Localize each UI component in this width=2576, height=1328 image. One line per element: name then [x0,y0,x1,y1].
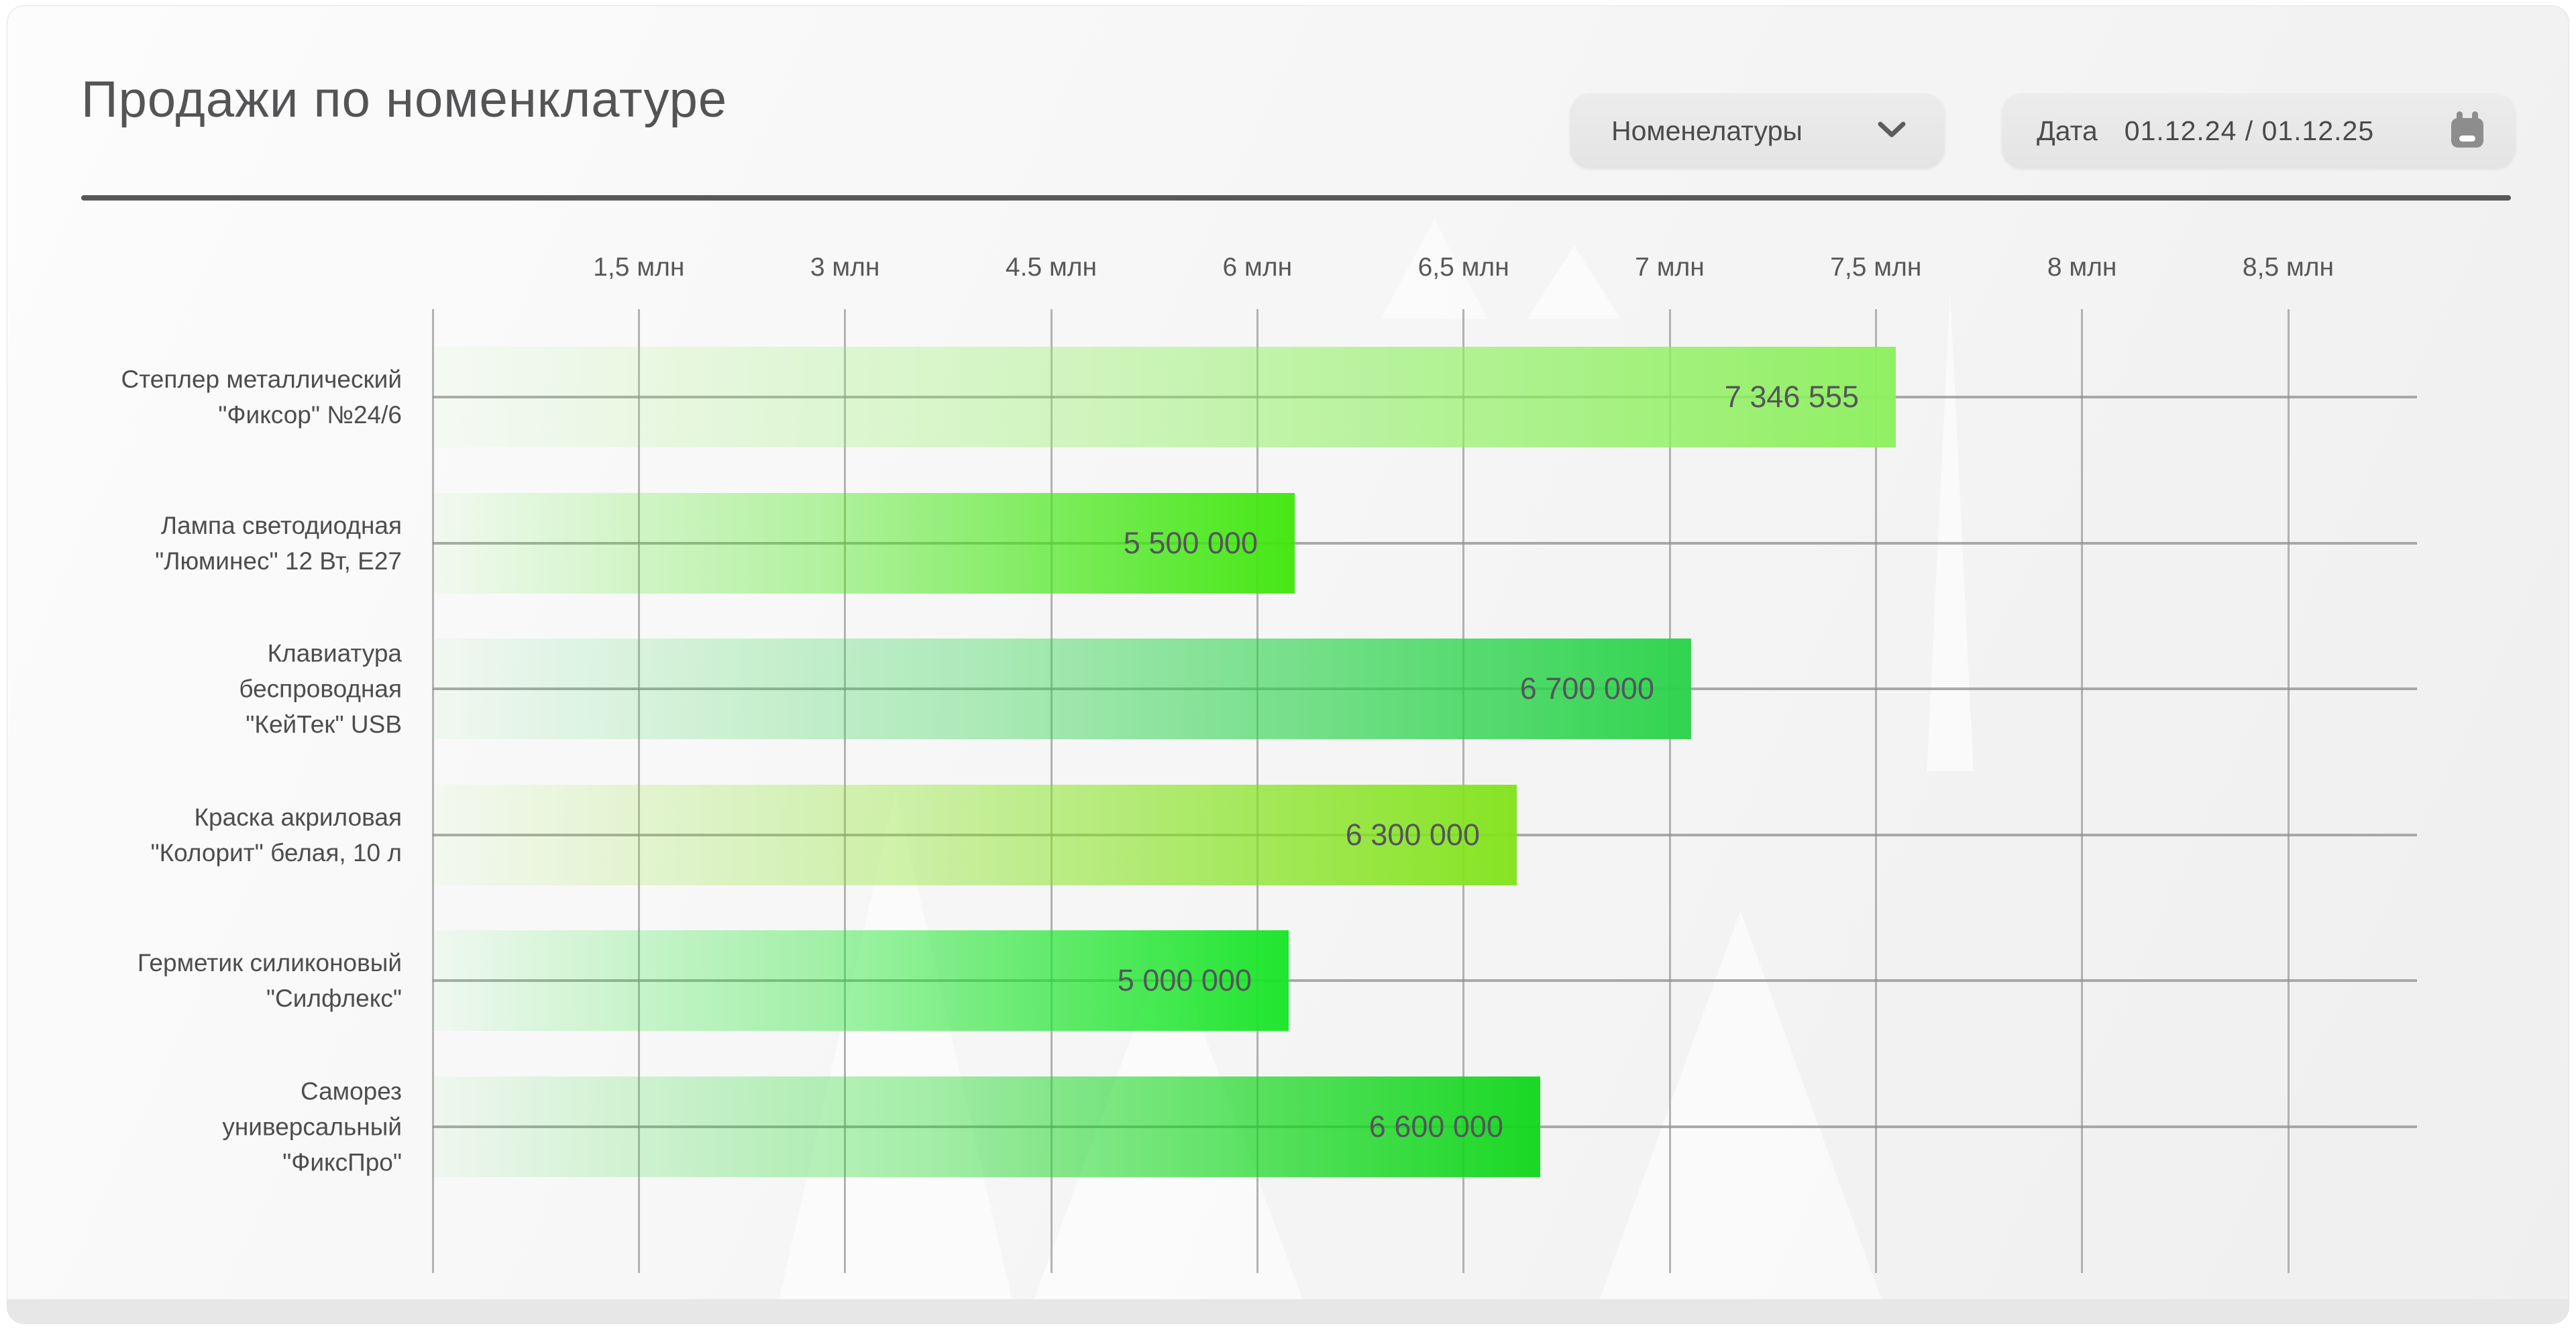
bar-value-label: 5 500 000 [1123,526,1258,560]
date-label: Дата [2037,115,2098,146]
vertical-gridline [1874,309,1877,1273]
bar-2[interactable]: 5 500 000 [434,493,1295,594]
bar-value-label: 6 300 000 [1345,818,1480,852]
bar-6[interactable]: 6 600 000 [434,1076,1540,1177]
x-axis-tick-label: 7 млн [1635,253,1705,282]
y-axis-line [431,309,434,1273]
date-range-control[interactable]: Дата 01.12.24 / 01.12.25 [2002,93,2516,168]
category-label: Герметик силиконовый "Силфлекс" [137,949,402,1012]
bar-value-label: 6 700 000 [1519,671,1654,706]
nomenclature-dropdown-label: Номенелатуры [1611,115,1803,146]
x-axis-tick-label: 8 млн [2047,253,2117,282]
nomenclature-dropdown[interactable]: Номенелатуры [1570,93,1945,168]
row-center-gridline [433,542,2417,545]
vertical-gridline [2287,309,2290,1273]
category-label: Лампа светодиодная "Люминес" 12 Вт, E27 [155,512,402,575]
x-axis-tick-label: 3 млн [810,253,880,282]
x-axis-tick-label: 8,5 млн [2242,253,2334,282]
page-title: Продажи по номенклатуре [81,71,728,128]
x-axis-tick-label: 6 млн [1222,253,1293,282]
bar-3[interactable]: 6 700 000 [434,639,1691,739]
category-label: Краска акриловая "Колорит" белая, 10 л [150,804,402,867]
x-axis-tick-label: 7,5 млн [1830,253,1922,282]
bar-1[interactable]: 7 346 555 [434,347,1896,447]
bar-value-label: 6 600 000 [1368,1109,1503,1144]
x-axis-tick-label: 1,5 млн [593,253,685,282]
bar-value-label: 7 346 555 [1724,380,1859,414]
bottom-edge-strip [7,1299,2569,1323]
bar-5[interactable]: 5 000 000 [434,930,1289,1031]
category-label: Степлер металлический "Фиксор" №24/6 [121,366,402,429]
bar-4[interactable]: 6 300 000 [434,785,1517,885]
row-center-gridline [433,979,2417,982]
title-underline [81,195,2511,201]
vertical-gridline [1668,309,1671,1273]
date-range-value: 01.12.24 / 01.12.25 [2124,115,2375,146]
bar-value-label: 5 000 000 [1117,963,1252,997]
calendar-icon [2450,110,2485,152]
chevron-down-icon [1878,121,1906,142]
report-card: Продажи по номенклатуре Номенелатуры Дат… [7,5,2569,1324]
category-label: Саморез универсальный "ФиксПро" [222,1077,402,1176]
vertical-gridline [2081,309,2084,1273]
x-axis-tick-label: 6,5 млн [1417,253,1509,282]
x-axis-tick-label: 4.5 млн [1005,253,1097,282]
category-label: Клавиатура беспроводная "КейТек" USB [239,639,402,738]
